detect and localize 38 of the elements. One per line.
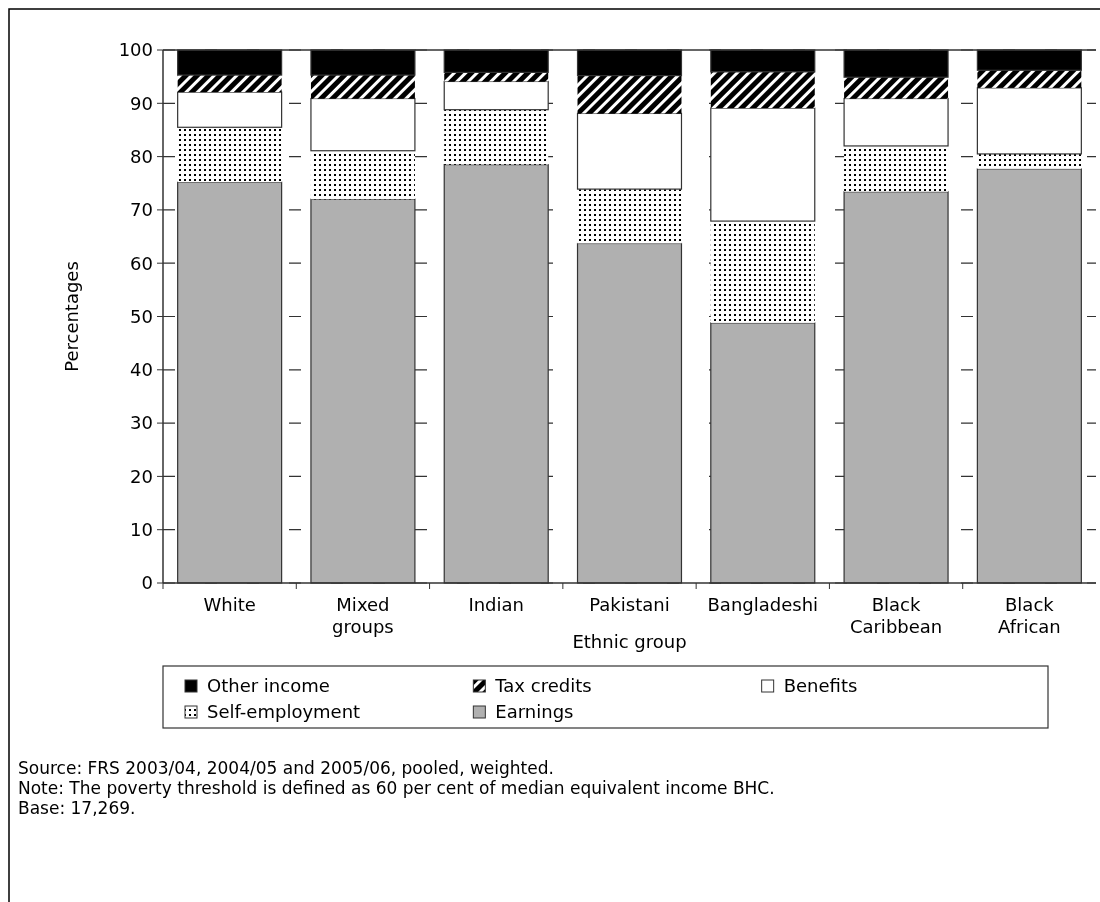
bar — [177, 75, 282, 93]
y-tick-label: 80 — [130, 145, 153, 167]
legend-label: Tax credits — [494, 675, 592, 697]
bar — [977, 153, 1082, 169]
bar — [976, 87, 1082, 155]
x-axis-title: Ethnic group — [572, 631, 687, 652]
x-tick-label: Black African — [997, 594, 1061, 637]
bar — [177, 91, 283, 128]
x-tick-label: Black Caribbean — [849, 594, 943, 637]
legend-label: Other income — [207, 675, 330, 697]
text: Note: The poverty threshold is defined as 60 per cent of median equivalent income BHC. — [18, 778, 775, 798]
y-tick-label: 100 — [118, 39, 153, 61]
bar — [844, 77, 949, 99]
y-tick-label: 70 — [130, 199, 153, 221]
legend-label: Earnings — [495, 701, 574, 723]
x-tick-label: Mixed groups — [332, 594, 394, 637]
bar — [710, 71, 815, 109]
x-tick-label: White — [203, 594, 256, 615]
y-tick-label: 90 — [130, 92, 153, 114]
x-tick-label: Pakistani — [589, 594, 670, 615]
bar — [577, 75, 682, 114]
y-tick-label: 20 — [130, 465, 153, 487]
y-axis-title: Percentages — [61, 261, 82, 372]
bar — [310, 75, 415, 99]
text: Base: 17,269. — [18, 798, 136, 818]
y-tick-label: 40 — [130, 359, 153, 381]
bar — [576, 112, 683, 190]
source-note: Source: FRS 2003/04, 2004/05 and 2005/06, pooled, weighted. — [18, 758, 554, 778]
x-tick-label: Indian — [468, 594, 525, 615]
y-tick-label: 30 — [130, 412, 153, 434]
legend-label: Benefits — [783, 675, 858, 697]
y-tick-label: 0 — [141, 572, 153, 594]
y-tick-label: 50 — [130, 305, 153, 327]
legend-label: Self-employment — [207, 701, 361, 723]
bar — [977, 70, 1082, 88]
y-tick-label: 10 — [130, 519, 153, 540]
y-tick-label: 60 — [130, 252, 153, 274]
x-tick-label: Bangladeshi — [707, 594, 819, 615]
